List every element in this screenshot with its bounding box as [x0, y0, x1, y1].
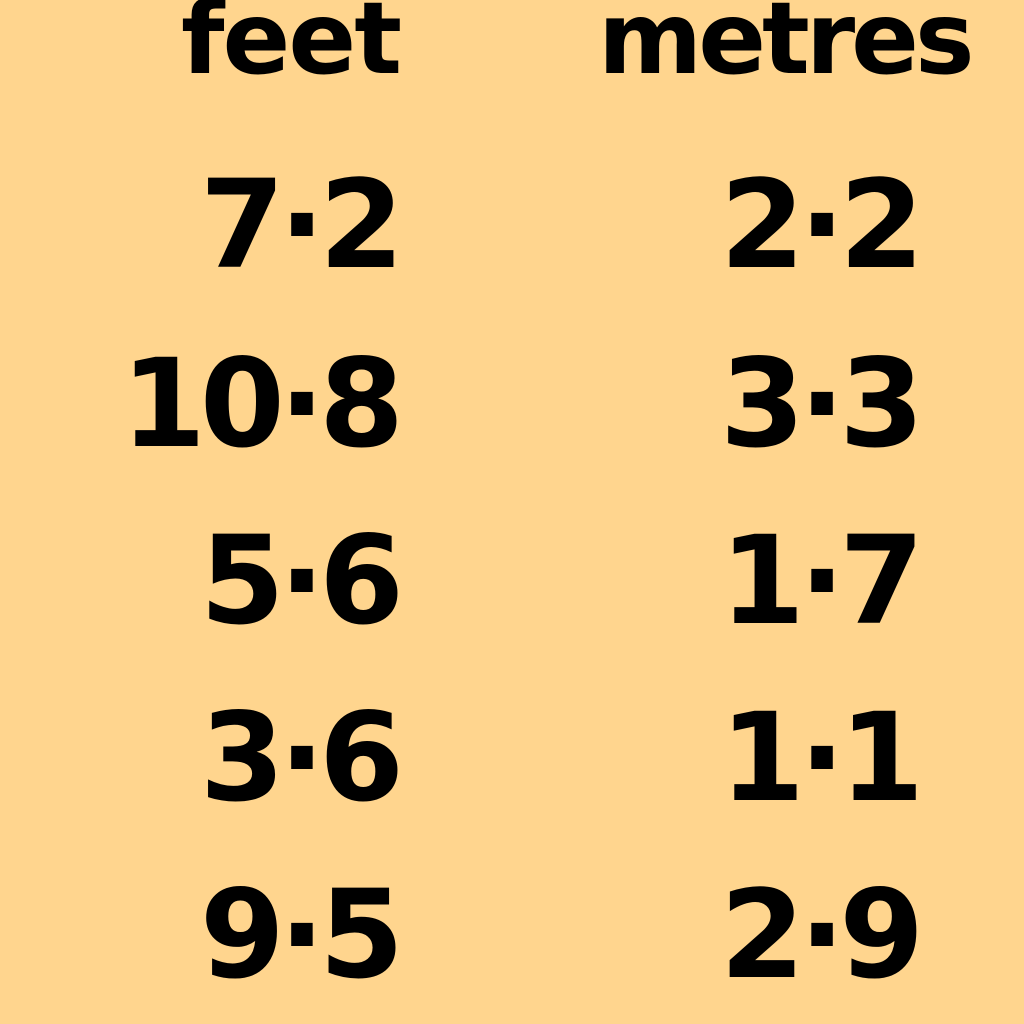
- feet-value: 5·6: [199, 510, 404, 652]
- metres-column-header: metres: [598, 0, 974, 97]
- metres-value: 2·9: [720, 864, 924, 1006]
- metres-value: 1·1: [720, 687, 924, 829]
- feet-column-header: feet: [181, 0, 402, 97]
- feet-value: 3·6: [199, 687, 404, 829]
- metres-value: 1·7: [720, 510, 924, 652]
- metres-value: 2·2: [720, 154, 924, 296]
- metres-value: 3·3: [720, 333, 924, 475]
- feet-value: 7·2: [199, 154, 404, 296]
- feet-value: 9·5: [199, 864, 404, 1006]
- feet-value: 10·8: [120, 333, 404, 475]
